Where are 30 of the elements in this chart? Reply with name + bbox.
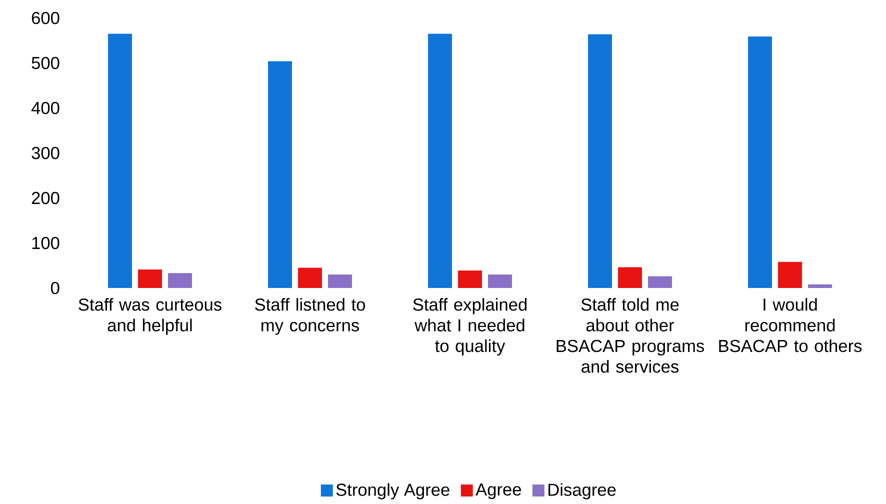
x-tick-label: I would recommend BSACAP to others	[719, 298, 862, 352]
legend-label: Disagree	[548, 483, 616, 500]
bar	[168, 273, 192, 288]
x-tick-label: Staff explained what I needed to quality	[413, 298, 527, 356]
y-tick-label: 300	[32, 146, 60, 160]
bar	[108, 34, 132, 288]
bar	[488, 274, 512, 288]
bar	[808, 284, 832, 288]
bar	[458, 270, 482, 288]
y-tick-label: 500	[32, 56, 60, 70]
x-tick-label: Staff told me about other BSACAP programs and services	[556, 298, 704, 373]
y-tick-label: 100	[32, 236, 60, 250]
bar	[268, 61, 292, 288]
y-tick-label: 0	[50, 282, 60, 294]
bar	[328, 274, 352, 288]
x-tick-label: Staff was curteous and helpful	[78, 298, 222, 335]
legend-label: Strongly Agree	[336, 483, 450, 500]
bar	[298, 268, 322, 288]
bar	[138, 270, 162, 288]
bar	[618, 267, 642, 288]
bar	[428, 34, 452, 288]
legend-label: Agree	[476, 484, 521, 500]
y-tick-label: 600	[32, 12, 60, 24]
x-tick-label: Staff listned to my concerns	[255, 298, 365, 335]
bar	[748, 36, 772, 288]
y-tick-label: 200	[32, 192, 60, 204]
bar	[588, 34, 612, 288]
y-tick-label: 400	[31, 102, 60, 114]
bar	[648, 276, 672, 288]
bar	[778, 262, 802, 288]
